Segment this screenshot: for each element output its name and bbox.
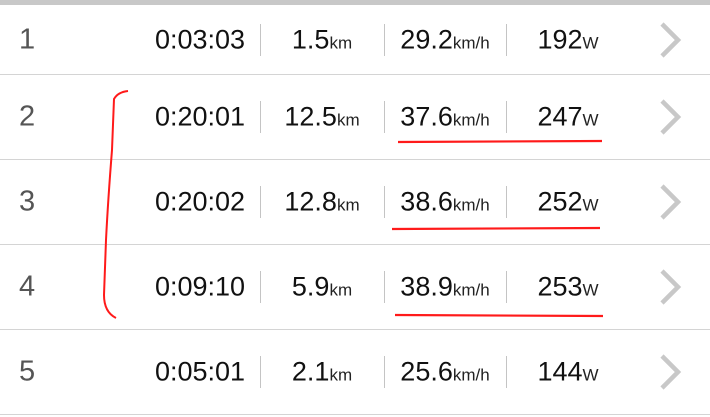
lap-number: 2: [19, 100, 36, 133]
lap-distance: 2.1km: [291, 356, 353, 387]
lap-speed: 25.6km/h: [400, 356, 490, 387]
divider: [260, 101, 261, 133]
divider: [506, 271, 507, 303]
lap-power: 252W: [537, 186, 599, 217]
divider: [260, 356, 261, 388]
lap-number: 1: [19, 23, 36, 55]
lap-time: 0:03:03: [154, 24, 246, 54]
chevron-right-icon[interactable]: [656, 97, 686, 137]
lap-power: 253W: [537, 271, 599, 302]
lap-power: 247W: [537, 101, 599, 132]
lap-power: 144W: [537, 356, 599, 387]
divider: [384, 23, 385, 56]
lap-time: 0:05:01: [154, 356, 246, 387]
divider: [384, 101, 385, 133]
chevron-right-icon[interactable]: [656, 182, 686, 222]
lap-speed: 37.6km/h: [400, 101, 490, 132]
top-bar: [0, 0, 710, 5]
divider: [384, 186, 385, 218]
lap-speed: 38.6km/h: [400, 186, 490, 217]
lap-distance: 12.8km: [284, 186, 360, 217]
divider: [506, 356, 507, 388]
lap-distance: 1.5km: [291, 24, 353, 54]
lap-row[interactable]: 5 0:05:01 2.1km 25.6km/h 144W: [0, 330, 710, 415]
lap-speed: 29.2km/h: [400, 24, 490, 54]
lap-row[interactable]: 4 0:09:10 5.9km 38.9km/h 253W: [0, 245, 710, 330]
divider: [506, 186, 507, 218]
chevron-right-icon[interactable]: [656, 352, 686, 392]
lap-number: 3: [19, 185, 36, 218]
lap-time: 0:20:02: [154, 186, 246, 217]
lap-row[interactable]: 2 0:20:01 12.5km 37.6km/h 247W: [0, 75, 710, 160]
lap-power: 192W: [537, 24, 599, 54]
lap-distance: 12.5km: [284, 101, 360, 132]
lap-number: 4: [19, 270, 36, 303]
lap-distance: 5.9km: [291, 271, 353, 302]
lap-number: 5: [19, 355, 36, 388]
chevron-right-icon[interactable]: [656, 267, 686, 307]
divider: [384, 356, 385, 388]
lap-row[interactable]: 3 0:20:02 12.8km 38.6km/h 252W: [0, 160, 710, 245]
divider: [260, 186, 261, 218]
lap-time: 0:09:10: [154, 271, 246, 302]
divider: [506, 101, 507, 133]
lap-row[interactable]: 1 0:03:03 1.5km 29.2km/h 192W: [0, 5, 710, 75]
divider: [506, 23, 507, 56]
lap-speed: 38.9km/h: [400, 271, 490, 302]
divider: [260, 271, 261, 303]
lap-time: 0:20:01: [154, 101, 246, 132]
chevron-right-icon[interactable]: [656, 20, 686, 60]
divider: [260, 23, 261, 56]
divider: [384, 271, 385, 303]
